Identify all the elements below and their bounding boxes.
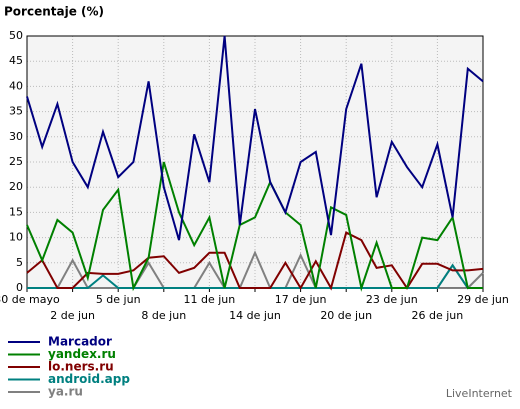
legend-label: yandex.ru [48,347,116,361]
series-line [26,161,483,292]
x-tick-label: 5 de jun [96,293,141,306]
y-tick-label: 30 [9,130,23,143]
legend-label: android.app [48,372,130,386]
x-tick-label: 26 de jun [412,309,464,322]
x-tick-label: 17 de jun [275,293,327,306]
chart-title: Porcentaje (%) [4,5,104,19]
x-tick-label: 11 de jun [184,293,236,306]
x-tick-label: 30 de mayo [0,293,60,306]
watermark: LiveInternet [446,387,513,400]
y-tick-label: 20 [9,180,23,193]
y-tick-label: 5 [16,256,23,269]
y-tick-label: 40 [9,79,23,92]
y-tick-label: 45 [9,54,23,67]
y-tick-label: 25 [9,155,23,168]
x-tick-label: 8 de jun [141,309,186,322]
y-tick-label: 0 [16,281,23,294]
x-tick-label: 23 de jun [366,293,418,306]
legend-label: Marcador [48,335,112,349]
x-tick-label: 2 de jun [50,309,95,322]
x-tick-label: 20 de jun [320,309,372,322]
x-tick-label: 14 de jun [229,309,281,322]
y-tick-label: 10 [9,231,23,244]
y-tick-label: 35 [9,105,23,118]
x-tick-label: 29 de jun [457,293,509,306]
series-line [26,35,484,241]
legend-label: lo.ners.ru [48,360,114,374]
legend-label: ya.ru [48,385,83,399]
y-tick-label: 15 [9,205,23,218]
y-tick-label: 50 [9,29,23,42]
